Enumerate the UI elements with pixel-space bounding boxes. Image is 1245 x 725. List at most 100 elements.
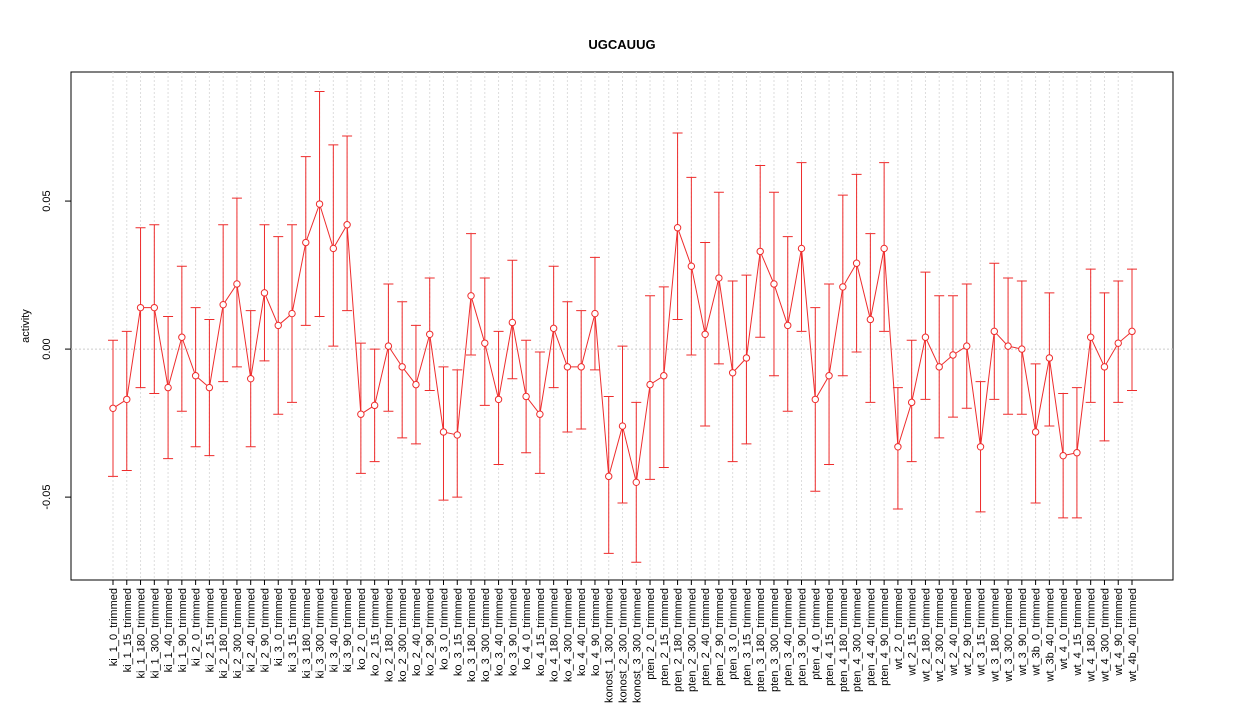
x-tick-label: konost_1_300_trimmed	[604, 588, 616, 703]
point	[536, 410, 544, 418]
x-tick-label: wt_3b_0_trimmed	[1031, 588, 1043, 676]
error-bar	[355, 342, 366, 474]
x-tick-label: ko_3_0_trimmed	[438, 588, 450, 670]
point	[949, 351, 957, 359]
x-tick-label: pten_4_180_trimmed	[838, 588, 850, 692]
x-tick-label: pten_3_15_trimmed	[741, 588, 753, 686]
x-tick-label: ki_1_300_trimmed	[149, 588, 161, 679]
x-tick-label: ki_2_0_trimmed	[191, 588, 203, 666]
point	[1100, 363, 1109, 371]
x-tick-label: konost_3_300_trimmed	[631, 588, 643, 703]
chart-title: UGCAUUG	[588, 37, 655, 52]
x-tick-label: ko_2_90_trimmed	[425, 588, 437, 676]
x-tick-label: pten_4_0_trimmed	[810, 588, 822, 680]
x-tick-label: wt_3b_40_trimmed	[1044, 588, 1056, 683]
x-tick-label: ki_2_40_trimmed	[246, 588, 258, 672]
x-tick-label: wt_2_15_trimmed	[907, 588, 919, 676]
x-tick-label: wt_2_0_trimmed	[893, 588, 905, 670]
point	[852, 259, 861, 267]
point	[756, 247, 764, 256]
x-tick-label: ki_3_0_trimmed	[273, 588, 285, 666]
x-tick-label: ko_2_300_trimmed	[397, 588, 409, 682]
x-tick-label: ki_3_90_trimmed	[342, 588, 354, 672]
y-tick-label: 0.05	[41, 190, 53, 211]
x-tick-label: wt_3_90_trimmed	[1017, 588, 1029, 676]
point	[839, 283, 847, 291]
point	[976, 443, 985, 451]
y-tick-label: 0.00	[41, 338, 53, 359]
point	[136, 303, 145, 312]
point	[343, 221, 351, 229]
point	[219, 300, 227, 309]
x-tick-label: wt_4_15_trimmed	[1072, 588, 1084, 676]
point	[825, 372, 833, 380]
x-tick-label: wt_2_300_trimmed	[934, 588, 946, 683]
point	[811, 395, 819, 404]
point	[1114, 339, 1122, 347]
point	[426, 330, 434, 338]
point	[150, 303, 159, 312]
point	[1073, 449, 1081, 457]
point	[921, 333, 930, 341]
point	[646, 380, 654, 389]
point	[770, 280, 778, 288]
point	[315, 200, 324, 208]
x-tick-label: wt_4_180_trimmed	[1086, 588, 1098, 683]
x-tick-label: ko_2_0_trimmed	[356, 588, 368, 670]
x-tick-label: wt_4_300_trimmed	[1099, 588, 1111, 683]
x-tick-label: pten_2_90_trimmed	[714, 588, 726, 686]
x-tick-label: pten_3_0_trimmed	[728, 588, 740, 680]
x-tick-label: ki_1_40_trimmed	[163, 588, 175, 672]
point	[247, 374, 255, 383]
point	[1086, 333, 1095, 341]
point	[742, 354, 751, 362]
x-tick-label: pten_3_300_trimmed	[769, 588, 781, 692]
x-tick-label: ki_2_180_trimmed	[218, 588, 230, 679]
x-tick-label: pten_4_15_trimmed	[824, 588, 836, 686]
point	[577, 363, 585, 371]
point	[990, 327, 998, 336]
x-tick-label: ki_3_300_trimmed	[315, 588, 327, 679]
point	[508, 318, 517, 327]
x-tick-label: wt_3_180_trimmed	[989, 588, 1001, 683]
point	[439, 428, 448, 436]
x-tick-label: pten_4_90_trimmed	[879, 588, 891, 686]
x-tick-label: ki_3_40_trimmed	[328, 588, 340, 672]
point	[109, 404, 117, 412]
x-tick-label: ko_4_300_trimmed	[562, 588, 574, 682]
x-tick-label: ki_2_15_trimmed	[204, 588, 216, 672]
point	[329, 244, 338, 253]
y-axis-label: activity	[20, 309, 32, 343]
point	[164, 383, 172, 392]
point	[797, 244, 806, 253]
point	[178, 333, 186, 341]
point	[370, 401, 379, 410]
x-tick-label: ki_1_90_trimmed	[177, 588, 189, 672]
point	[357, 410, 365, 418]
x-tick-label: pten_3_40_trimmed	[783, 588, 795, 686]
y-tick-label: -0.05	[41, 485, 53, 510]
x-tick-label: pten_3_180_trimmed	[755, 588, 767, 692]
point	[123, 395, 131, 404]
point	[907, 398, 916, 407]
point	[715, 274, 723, 282]
x-tick-label: ko_2_40_trimmed	[411, 588, 423, 676]
point	[274, 321, 282, 330]
x-tick-label: pten_3_90_trimmed	[797, 588, 809, 686]
x-tick-label: ki_1_180_trimmed	[136, 588, 148, 679]
point	[467, 292, 475, 300]
point	[784, 321, 792, 330]
x-tick-label: ko_4_90_trimmed	[590, 588, 602, 676]
x-tick-label: pten_2_300_trimmed	[686, 588, 698, 692]
x-tick-label: ko_4_40_trimmed	[576, 588, 588, 676]
point	[563, 363, 572, 371]
x-tick-label: pten_2_15_trimmed	[659, 588, 671, 686]
x-tick-label: ki_3_180_trimmed	[301, 588, 313, 679]
x-tick-label: ko_3_180_trimmed	[466, 588, 478, 682]
point	[302, 238, 310, 247]
point	[205, 383, 214, 392]
point	[701, 330, 709, 338]
point	[1059, 451, 1067, 460]
x-tick-label: pten_2_40_trimmed	[700, 588, 712, 686]
x-tick-label: wt_3_15_trimmed	[976, 588, 988, 676]
